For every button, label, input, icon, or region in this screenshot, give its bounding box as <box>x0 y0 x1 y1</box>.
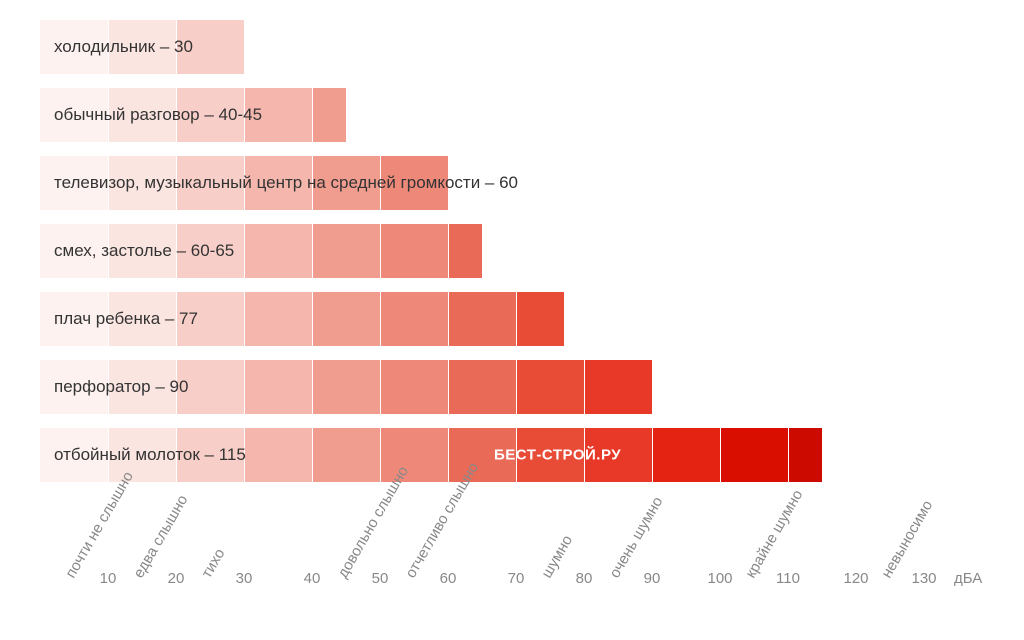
axis-tick: 20 <box>168 570 185 587</box>
bar-row: телевизор, музыкальный центр на средней … <box>40 156 984 210</box>
bar-segment <box>380 360 448 414</box>
watermark-text: БЕСТ-СТРОЙ.РУ <box>494 447 621 464</box>
bar-segment <box>380 292 448 346</box>
bar-segment <box>312 428 380 482</box>
segment-divider <box>584 360 585 414</box>
axis-tick: 60 <box>440 570 457 587</box>
axis-tick: 80 <box>576 570 593 587</box>
axis-tick: 40 <box>304 570 321 587</box>
segment-divider <box>448 292 449 346</box>
bar-segment <box>448 292 516 346</box>
bar-segment <box>788 428 822 482</box>
segment-divider <box>312 88 313 142</box>
bar-label: холодильник – 30 <box>54 37 193 57</box>
bar-segment <box>244 428 312 482</box>
segment-divider <box>312 224 313 278</box>
bar-label: отбойный молоток – 115 <box>54 445 246 465</box>
bar-label: перфоратор – 90 <box>54 377 188 397</box>
segment-divider <box>380 224 381 278</box>
x-axis: 102030405060708090100110120130почти не с… <box>40 480 984 620</box>
segment-divider <box>244 292 245 346</box>
segment-divider <box>448 428 449 482</box>
noise-level-chart: холодильник – 30 обычный разговор – 40-45… <box>0 0 1024 640</box>
axis-descriptor: шумно <box>538 532 576 581</box>
bar-segment <box>312 224 380 278</box>
segment-divider <box>516 292 517 346</box>
bars-area: холодильник – 30 обычный разговор – 40-45… <box>40 20 984 500</box>
segment-divider <box>720 428 721 482</box>
bar-segment <box>448 224 482 278</box>
axis-tick: 130 <box>911 570 936 587</box>
bar-segment <box>380 224 448 278</box>
axis-tick: 110 <box>776 570 800 587</box>
bar-label: плач ребенка – 77 <box>54 309 198 329</box>
axis-descriptor: невыносимо <box>878 498 936 581</box>
axis-descriptor: довольно слышно <box>334 463 412 581</box>
axis-descriptor: почти не слышно <box>62 469 137 581</box>
segment-divider <box>244 360 245 414</box>
bar-segment <box>244 292 312 346</box>
bar-label: обычный разговор – 40-45 <box>54 105 262 125</box>
segment-divider <box>380 360 381 414</box>
segment-divider <box>380 292 381 346</box>
bar-row: обычный разговор – 40-45 <box>40 88 984 142</box>
bar-row: отбойный молоток – 115 БЕСТ-СТРОЙ.РУ <box>40 428 984 482</box>
bar-segment <box>244 360 312 414</box>
segment-divider <box>312 428 313 482</box>
bar-segment <box>448 360 516 414</box>
bar-segment <box>652 428 720 482</box>
bar-row: смех, застолье – 60-65 <box>40 224 984 278</box>
bar-row: перфоратор – 90 <box>40 360 984 414</box>
axis-tick: 10 <box>100 570 117 587</box>
bar-segment <box>312 292 380 346</box>
bar-label: смех, застолье – 60-65 <box>54 241 234 261</box>
segment-divider <box>312 292 313 346</box>
axis-tick: 90 <box>644 570 661 587</box>
segment-divider <box>244 224 245 278</box>
segment-divider <box>788 428 789 482</box>
axis-tick: 70 <box>508 570 525 587</box>
bar-segment <box>720 428 788 482</box>
axis-tick: 50 <box>372 570 389 587</box>
segment-divider <box>516 360 517 414</box>
segment-divider <box>448 224 449 278</box>
bar-row: холодильник – 30 <box>40 20 984 74</box>
segment-divider <box>652 428 653 482</box>
axis-descriptor: очень шумно <box>606 494 666 581</box>
bar-label: телевизор, музыкальный центр на средней … <box>54 173 518 193</box>
axis-tick: 120 <box>843 570 868 587</box>
segment-divider <box>380 428 381 482</box>
segment-divider <box>448 360 449 414</box>
segment-divider <box>312 360 313 414</box>
bar-segment <box>516 292 564 346</box>
bar-row: плач ребенка – 77 <box>40 292 984 346</box>
bar-segment <box>244 224 312 278</box>
axis-descriptor: крайне шумно <box>742 487 806 581</box>
axis-tick: 30 <box>236 570 253 587</box>
axis-tick: 100 <box>707 570 732 587</box>
bar-segment <box>312 88 346 142</box>
bar-segment <box>312 360 380 414</box>
axis-descriptor: едва слышно <box>130 492 191 581</box>
bar-segment <box>516 360 584 414</box>
bar-segment <box>584 360 652 414</box>
axis-descriptor: тихо <box>198 546 228 581</box>
axis-unit: дБА <box>954 570 982 587</box>
